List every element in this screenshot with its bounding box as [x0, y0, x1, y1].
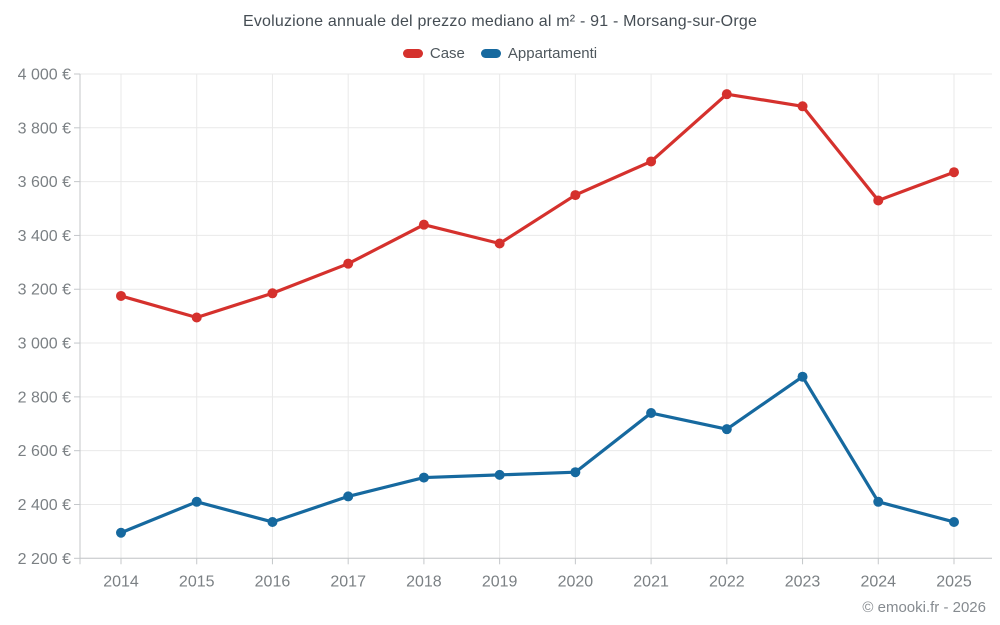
- series-point-case-2025: [949, 167, 959, 178]
- series-point-appartamenti-2025: [949, 516, 959, 527]
- footer-credit: © emooki.fr - 2026: [862, 599, 986, 616]
- legend-item-case[interactable]: Case: [402, 45, 465, 62]
- y-tick-label: 2 400 €: [18, 497, 71, 514]
- series-point-appartamenti-2019: [494, 469, 505, 480]
- y-tick-label: 3 600 €: [18, 174, 71, 191]
- series-line-case: [119, 92, 956, 320]
- series-point-appartamenti-2017: [343, 491, 354, 502]
- series-point-appartamenti-2015: [191, 496, 202, 507]
- series-point-appartamenti-2020: [570, 467, 581, 478]
- chart-legend: Case Appartamenti: [0, 45, 1000, 62]
- x-tick-label: 2025: [936, 573, 972, 590]
- series-point-appartamenti-2024: [873, 496, 884, 507]
- series-line-appartamenti: [119, 375, 956, 535]
- series-point-case-2019: [494, 238, 505, 249]
- x-tick-label: 2022: [709, 573, 745, 590]
- series-point-case-2022: [721, 89, 732, 100]
- series-point-case-2014: [116, 290, 126, 301]
- x-tick-label: 2020: [558, 573, 594, 590]
- x-tick-label: 2014: [103, 573, 139, 590]
- y-tick-label: 4 000 €: [18, 67, 71, 84]
- series-point-appartamenti-2021: [646, 408, 657, 419]
- x-tick-label: 2021: [633, 573, 669, 590]
- series-point-case-2023: [797, 101, 808, 112]
- series-point-case-2018: [418, 219, 429, 230]
- series-point-case-2015: [191, 312, 202, 323]
- series-point-appartamenti-2014: [116, 527, 126, 538]
- series-point-case-2024: [873, 195, 884, 206]
- x-tick-label: 2016: [255, 573, 291, 590]
- legend-item-appartamenti[interactable]: Appartamenti: [480, 45, 598, 62]
- x-tick-label: 2023: [785, 573, 821, 590]
- series-point-case-2021: [646, 156, 657, 167]
- y-tick-label: 3 800 €: [18, 120, 71, 137]
- series-point-appartamenti-2022: [721, 424, 732, 435]
- legend-label: Appartamenti: [507, 45, 598, 62]
- x-tick-label: 2019: [482, 573, 518, 590]
- legend-swatch-appartamenti: [480, 49, 501, 58]
- x-tick-label: 2017: [330, 573, 366, 590]
- series-point-appartamenti-2016: [267, 516, 278, 527]
- x-tick-label: 2024: [860, 573, 896, 590]
- x-tick-label: 2015: [179, 573, 215, 590]
- y-tick-label: 3 400 €: [18, 228, 71, 245]
- series-point-appartamenti-2018: [418, 472, 429, 483]
- series-point-case-2020: [570, 190, 581, 201]
- y-tick-label: 2 200 €: [18, 551, 71, 568]
- y-tick-label: 2 600 €: [18, 443, 71, 460]
- series-point-case-2016: [267, 288, 278, 299]
- y-tick-label: 2 800 €: [18, 389, 71, 406]
- y-tick-label: 3 200 €: [18, 282, 71, 299]
- legend-label: Case: [429, 45, 465, 62]
- y-tick-label: 3 000 €: [18, 336, 71, 353]
- x-tick-label: 2018: [406, 573, 442, 590]
- series-point-case-2017: [343, 258, 354, 269]
- chart-title: Evoluzione annuale del prezzo mediano al…: [242, 13, 758, 30]
- series-point-appartamenti-2023: [797, 371, 808, 382]
- legend-swatch-case: [402, 49, 423, 58]
